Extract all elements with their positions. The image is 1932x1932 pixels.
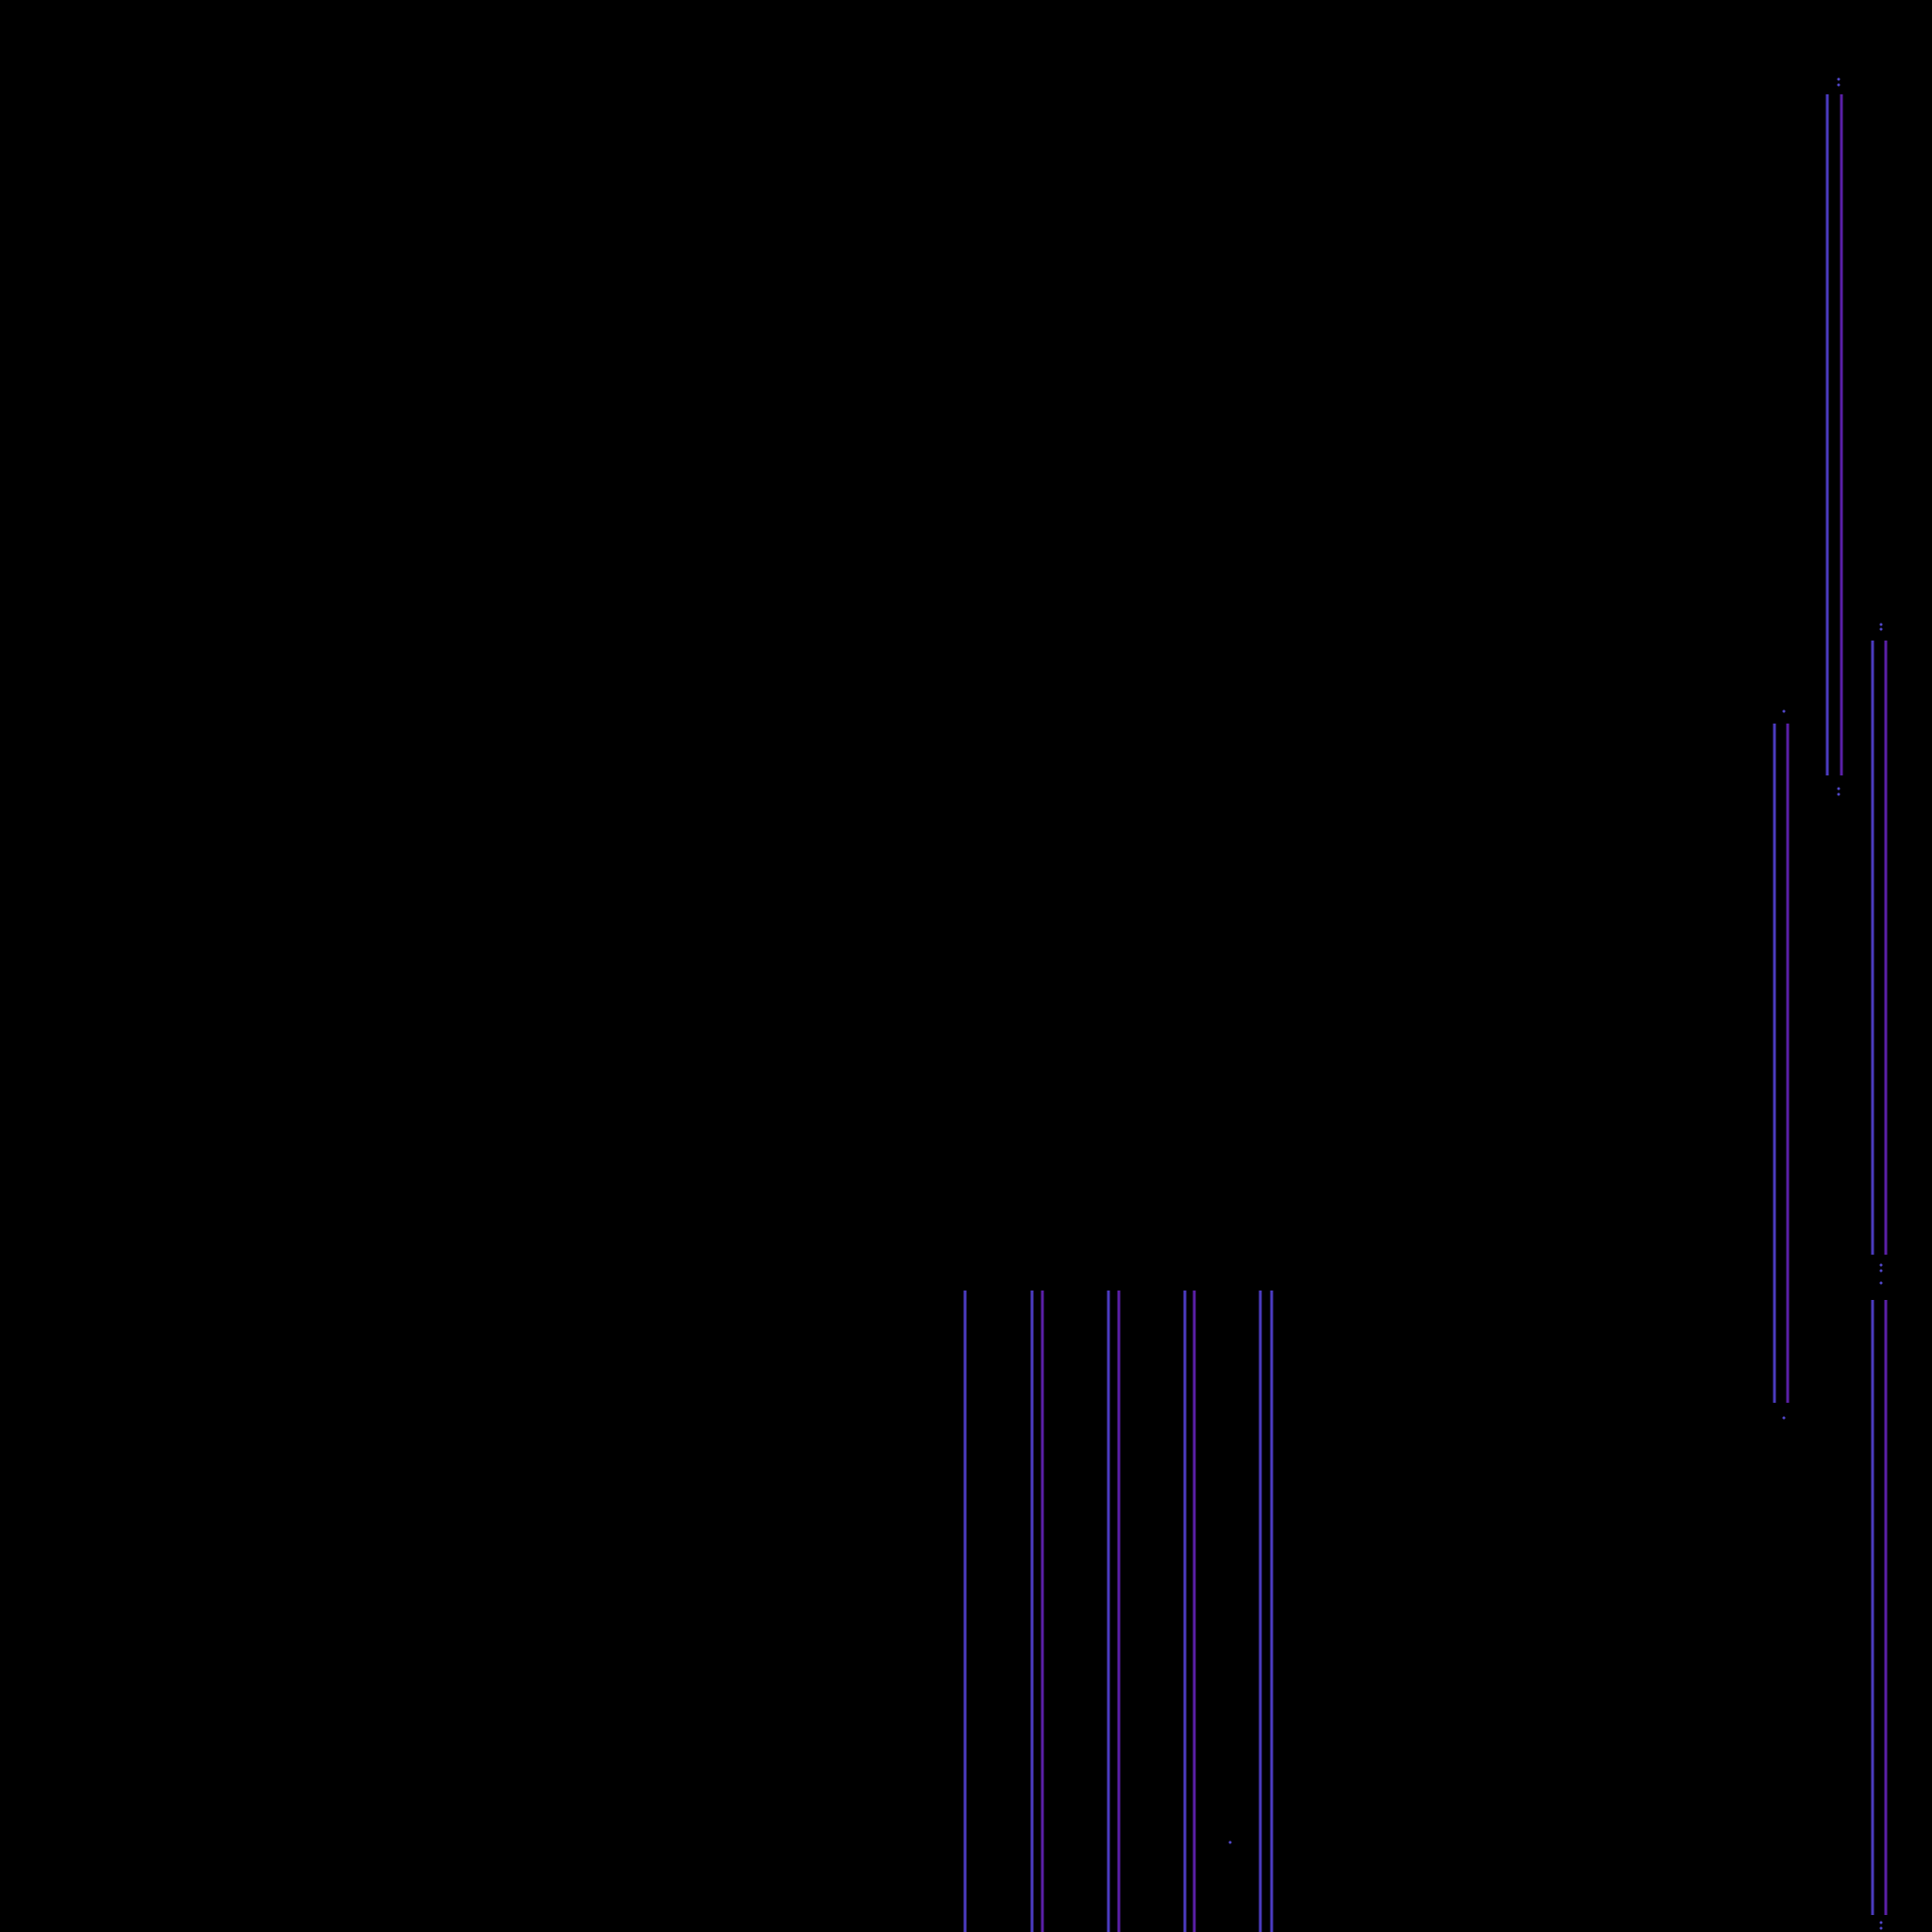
top-right-line-pair	[1825, 77, 1843, 796]
small-dot	[1837, 77, 1840, 81]
small-dot	[1879, 1921, 1883, 1924]
small-dot	[1837, 792, 1840, 796]
small-dot	[1879, 1263, 1883, 1267]
small-dot	[1879, 1281, 1883, 1285]
small-dot	[1879, 627, 1883, 631]
small-dot	[1837, 787, 1840, 791]
far-right-upper-line-pair	[1871, 623, 1888, 1285]
small-dot	[1782, 709, 1786, 713]
middle-right-line-pair	[1773, 709, 1790, 1420]
small-dot	[1879, 1269, 1883, 1273]
far-right-lower-line-pair	[1871, 1300, 1888, 1930]
small-dot	[1879, 623, 1883, 626]
small-dot	[1879, 1926, 1883, 1930]
small-dot	[1837, 83, 1840, 87]
small-dot	[1782, 1416, 1786, 1420]
bottom-line-group	[963, 1291, 1274, 1932]
small-dot	[1228, 1840, 1232, 1844]
